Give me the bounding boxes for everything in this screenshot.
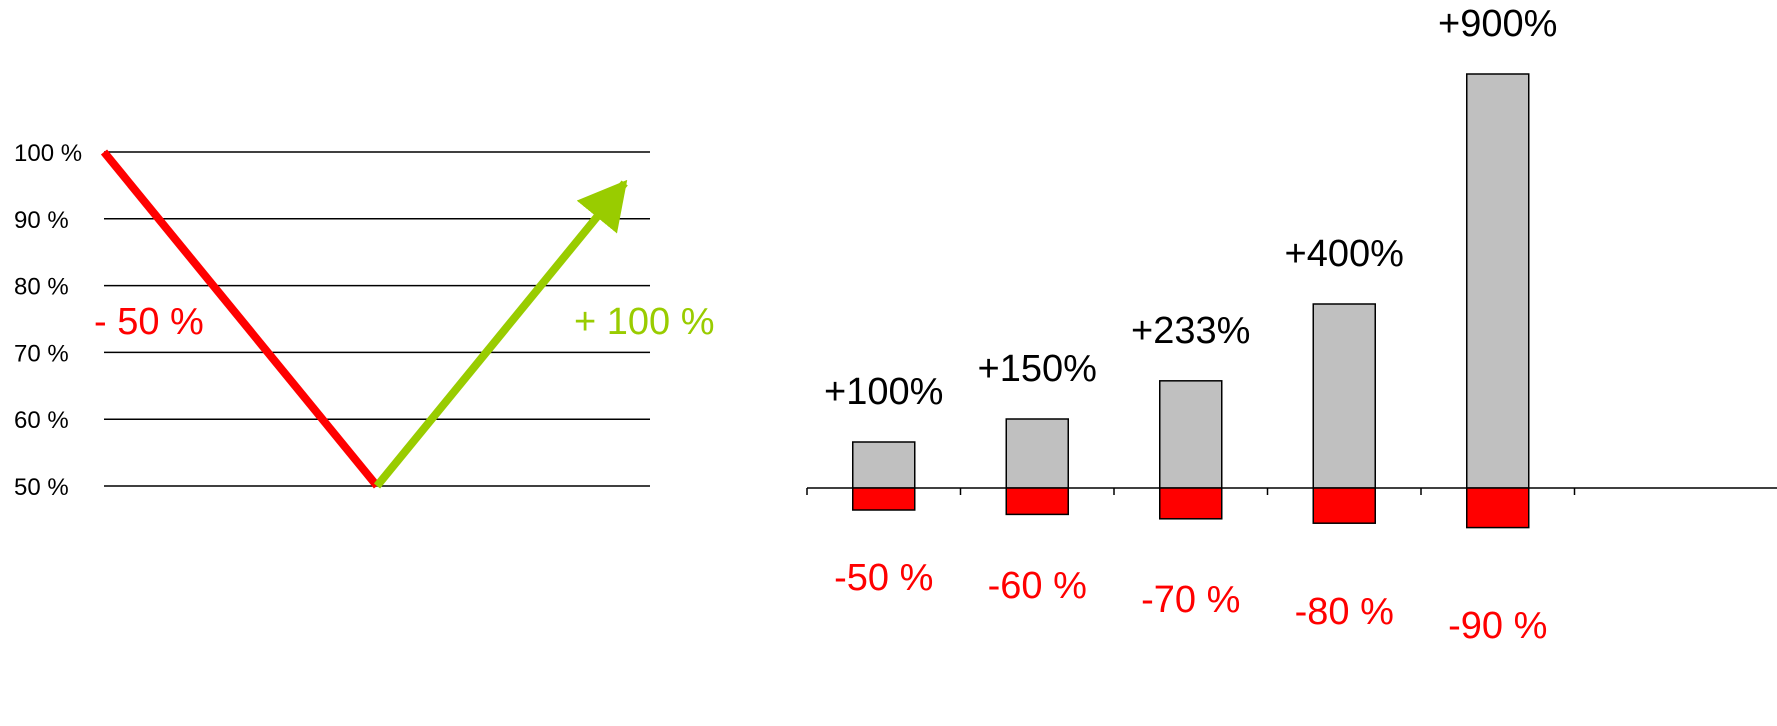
gain-data-label: +400% [1285, 233, 1404, 275]
y-tick-label: 80 % [14, 274, 69, 301]
loss-bar [852, 487, 916, 511]
gain-data-label: +100% [824, 371, 943, 413]
gain-bar [852, 441, 916, 489]
loss-data-label: -80 % [1295, 591, 1394, 633]
loss-bar [1312, 487, 1376, 524]
loss-label: - 50 % [94, 301, 204, 343]
y-tick-label: 70 % [14, 340, 69, 367]
gain-arrow-line [373, 179, 628, 489]
y-tick-label: 60 % [14, 407, 69, 434]
y-tick-label: 50 % [14, 474, 69, 501]
gain-bar [1005, 418, 1069, 489]
loss-data-label: -90 % [1448, 605, 1547, 647]
loss-data-label: -60 % [988, 565, 1087, 607]
gain-label: + 100 % [574, 301, 715, 343]
gain-bar [1466, 73, 1530, 489]
percent-line-chart: 100 % 90 % 80 % 70 % 60 % 50 % - 50 % + 100 % [14, 140, 715, 501]
loss-bar [1005, 487, 1069, 516]
loss-data-label: -50 % [834, 557, 933, 599]
gain-bar [1312, 303, 1376, 489]
gain-data-label: +233% [1131, 310, 1250, 352]
gain-loss-bar-chart: +100% -50 % +150% -60 % +233% -70 % +400% -80 %… [806, 3, 1777, 647]
loss-line [100, 149, 381, 489]
gain-bar [1159, 380, 1223, 489]
loss-data-label: -70 % [1141, 579, 1240, 621]
gain-data-label: +900% [1438, 3, 1557, 45]
loss-bar [1466, 487, 1530, 529]
y-tick-label: 100 % [14, 140, 82, 167]
y-tick-label: 90 % [14, 207, 69, 234]
loss-bar [1159, 487, 1223, 520]
gain-data-label: +150% [978, 348, 1097, 390]
